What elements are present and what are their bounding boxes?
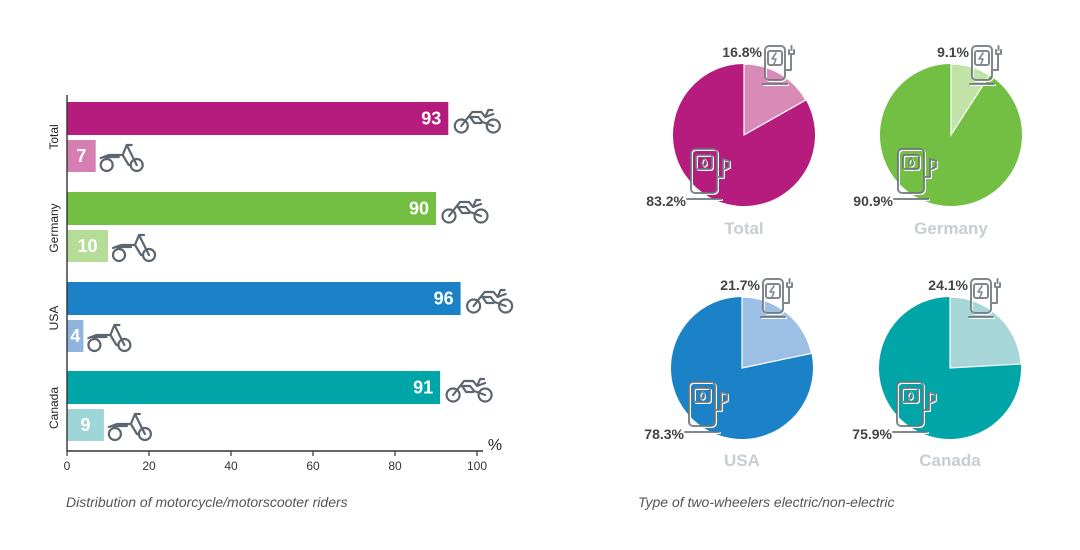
category-label-germany: Germany — [47, 203, 61, 252]
category-label-total: Total — [47, 124, 61, 149]
pie-value-non-electric: 78.3% — [644, 426, 684, 442]
x-tick-label: 20 — [142, 459, 156, 473]
fuel-pump-icon — [686, 148, 730, 200]
pie-value-electric: 16.8% — [722, 44, 762, 60]
pie-chart-usa: 21.7% 78.3% USA — [644, 277, 813, 470]
bar-value-label: 96 — [434, 289, 454, 309]
bar-value-label: 93 — [421, 109, 441, 129]
pie-value-electric: 24.1% — [928, 277, 968, 293]
pie-chart-canada: 24.1% 75.9% Canada — [852, 277, 1022, 470]
pie-slice-electric — [949, 296, 1022, 369]
pie-charts: 16.8% 83.2% Total 9.1% 90.9% Germany 21.7% 78.3… — [644, 44, 1022, 470]
category-label-usa: USA — [47, 306, 61, 331]
pie-value-electric: 9.1% — [937, 44, 969, 60]
ev-charger-icon — [968, 278, 1001, 318]
bar-motorcycle-canada — [67, 371, 441, 404]
pie-slice-electric — [743, 63, 807, 137]
pie-value-non-electric: 90.9% — [853, 193, 893, 209]
bar-motorcycle-germany — [67, 192, 436, 225]
motorcycle-icon — [453, 108, 501, 134]
bar-value-label: 7 — [76, 146, 86, 166]
scooter-icon — [99, 143, 144, 173]
bar-value-label: 10 — [77, 236, 97, 256]
bar-value-label: 90 — [409, 199, 429, 219]
bar-value-label: 9 — [80, 415, 90, 435]
scooter-icon — [87, 323, 132, 353]
pie-title: Canada — [919, 451, 981, 470]
ev-charger-icon — [760, 278, 793, 318]
bar-value-label: 4 — [70, 326, 80, 346]
scooter-icon — [107, 412, 153, 442]
pie-value-electric: 21.7% — [720, 277, 760, 293]
bar-scooter-total — [67, 140, 96, 172]
bar-motorcycle-usa — [67, 282, 461, 315]
pie-value-non-electric: 83.2% — [646, 193, 686, 209]
bar-chart: 93 7 Total 90 10 Germany 96 4 USA 91 9 Canada 0 20 40 6… — [47, 95, 514, 473]
x-tick-label: 40 — [224, 459, 238, 473]
bar-scooter-usa — [67, 320, 84, 352]
pie-chart-total: 16.8% 83.2% Total — [646, 44, 816, 238]
motorcycle-icon — [466, 288, 514, 314]
bar-scooter-germany — [67, 230, 108, 262]
pie-slice-electric — [741, 296, 813, 369]
motorcycle-icon — [445, 377, 493, 403]
fuel-pump-icon — [684, 381, 728, 433]
x-tick-label: 100 — [467, 459, 487, 473]
pie-title: Germany — [914, 219, 988, 238]
bar-motorcycle-total — [67, 102, 449, 135]
pie-title: Total — [724, 219, 763, 238]
x-tick-label: 80 — [388, 459, 402, 473]
pie-chart-germany: 9.1% 90.9% Germany — [853, 44, 1022, 238]
pie-title: USA — [724, 451, 760, 470]
fuel-pump-icon — [892, 381, 936, 433]
ev-charger-icon — [969, 45, 1002, 85]
x-tick-label: 0 — [64, 459, 71, 473]
motorcycle-icon — [441, 198, 489, 224]
fuel-pump-icon — [893, 148, 937, 200]
x-axis-unit: % — [488, 437, 502, 454]
bar-chart-caption: Distribution of motorcycle/motorscooter … — [66, 494, 348, 510]
x-tick-label: 60 — [306, 459, 320, 473]
pie-value-non-electric: 75.9% — [852, 426, 892, 442]
scooter-icon — [111, 233, 157, 263]
ev-charger-icon — [762, 45, 795, 85]
category-label-canada: Canada — [47, 387, 61, 429]
bar-value-label: 91 — [413, 378, 433, 398]
bar-scooter-canada — [67, 409, 104, 441]
pie-chart-caption: Type of two-wheelers electric/non-electr… — [638, 494, 895, 510]
